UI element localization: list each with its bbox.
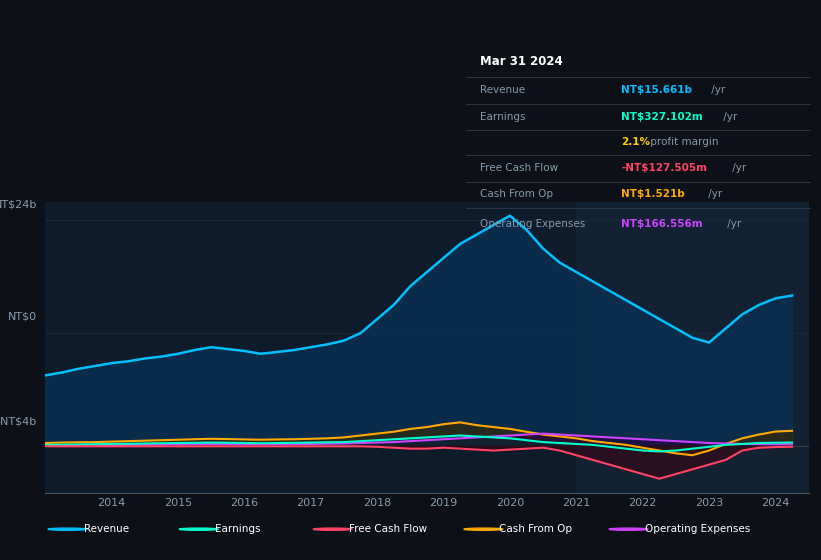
Circle shape — [179, 528, 218, 530]
Text: NT$1.521b: NT$1.521b — [621, 189, 686, 199]
Text: -NT$127.505m: -NT$127.505m — [621, 163, 708, 173]
Text: Operating Expenses: Operating Expenses — [480, 218, 585, 228]
Text: NT$327.102m: NT$327.102m — [621, 112, 704, 122]
Text: NT$24b: NT$24b — [0, 199, 37, 209]
Text: Cash From Op: Cash From Op — [480, 189, 553, 199]
Text: Free Cash Flow: Free Cash Flow — [349, 524, 427, 534]
Circle shape — [48, 528, 87, 530]
Text: Earnings: Earnings — [480, 112, 525, 122]
Text: profit margin: profit margin — [647, 137, 719, 147]
Text: -NT$4b: -NT$4b — [0, 416, 37, 426]
Text: Revenue: Revenue — [480, 85, 525, 95]
Text: Cash From Op: Cash From Op — [499, 524, 572, 534]
Text: /yr: /yr — [708, 85, 725, 95]
Text: /yr: /yr — [724, 218, 741, 228]
Text: /yr: /yr — [720, 112, 737, 122]
Circle shape — [464, 528, 503, 530]
Text: NT$15.661b: NT$15.661b — [621, 85, 692, 95]
Circle shape — [609, 528, 648, 530]
Bar — [576, 202, 809, 493]
Text: /yr: /yr — [729, 163, 746, 173]
Text: Earnings: Earnings — [215, 524, 260, 534]
Text: /yr: /yr — [705, 189, 722, 199]
Text: Operating Expenses: Operating Expenses — [644, 524, 750, 534]
Text: NT$0: NT$0 — [8, 311, 37, 321]
Text: 2.1%: 2.1% — [621, 137, 650, 147]
Text: Free Cash Flow: Free Cash Flow — [480, 163, 558, 173]
Circle shape — [313, 528, 352, 530]
Text: NT$166.556m: NT$166.556m — [621, 218, 703, 228]
Text: Revenue: Revenue — [84, 524, 129, 534]
Text: Mar 31 2024: Mar 31 2024 — [480, 55, 563, 68]
